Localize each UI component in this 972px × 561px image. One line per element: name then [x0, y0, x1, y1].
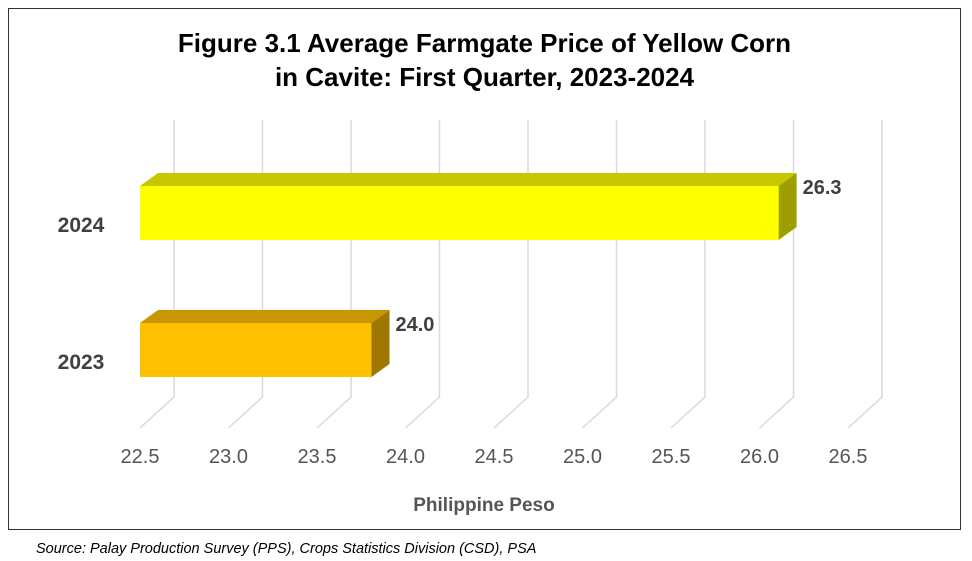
x-tick-label: 25.5	[652, 446, 691, 468]
x-tick-label: 23.0	[209, 446, 248, 468]
data-label: 24.0	[396, 314, 435, 336]
bar-top-face	[140, 310, 390, 323]
gridlines	[139, 120, 883, 429]
x-tick-label: 24.5	[475, 446, 514, 468]
bar-top-face	[140, 173, 797, 186]
bar	[140, 310, 390, 377]
bar-front-face	[140, 186, 779, 240]
gridline	[758, 120, 795, 429]
bars	[140, 173, 797, 377]
gridline	[227, 120, 264, 429]
x-tick-label: 25.0	[563, 446, 602, 468]
chart-title-line-2: in Cavite: First Quarter, 2023-2024	[274, 62, 695, 92]
bar-side-face	[778, 173, 797, 240]
gridline	[670, 120, 706, 429]
gridline	[493, 120, 529, 429]
y-category-label: 2024	[58, 214, 105, 237]
bar	[140, 173, 797, 240]
x-axis-title: Philippine Peso	[413, 495, 554, 516]
data-label: 26.3	[803, 177, 842, 199]
x-tick-label: 22.5	[121, 446, 160, 468]
gridline	[139, 120, 175, 429]
x-tick-label: 24.0	[386, 446, 425, 468]
gridline	[581, 120, 618, 429]
y-category-label: 2023	[58, 351, 105, 374]
x-tick-label: 23.5	[298, 446, 337, 468]
gridline	[316, 120, 352, 429]
chart-frame	[8, 8, 961, 530]
chart-title-line-1: Figure 3.1 Average Farmgate Price of Yel…	[177, 28, 792, 58]
source-note: Source: Palay Production Survey (PPS), C…	[36, 541, 537, 557]
x-tick-label: 26.0	[740, 446, 779, 468]
bar-front-face	[140, 323, 372, 377]
gridline	[404, 120, 441, 429]
labels: 22.5 23.0 23.5 24.0 24.5 25.0 25.5 26.0 26.5 2024…	[58, 177, 868, 468]
gridline	[847, 120, 883, 429]
bar-side-face	[371, 310, 390, 377]
x-tick-label: 26.5	[829, 446, 868, 468]
chart-title: Figure 3.1 Average Farmgate Price of Yel…	[8, 26, 961, 94]
